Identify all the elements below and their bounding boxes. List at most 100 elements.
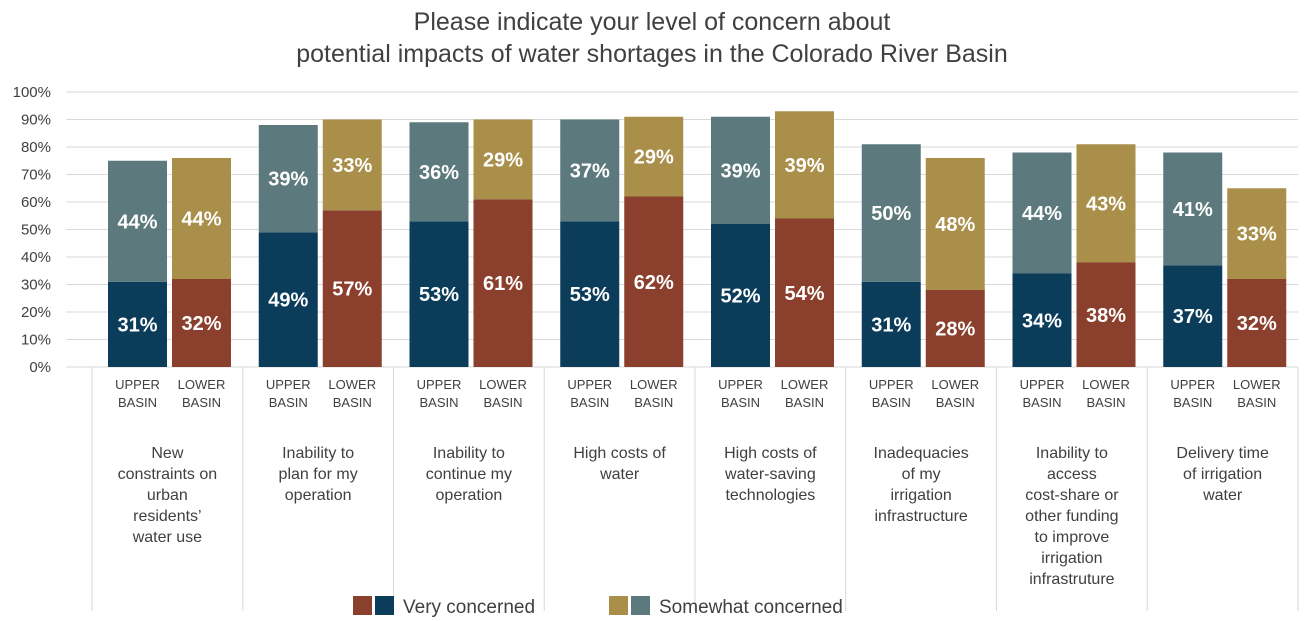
lower-basin-very-concerned-bar [925, 290, 985, 367]
lower-basin-label-line-1: LOWER [781, 377, 829, 392]
lower-basin-somewhat-concerned-bar [624, 116, 684, 197]
upper-basin-label-line-1: UPPER [266, 377, 311, 392]
upper-basin-somewhat-concerned-bar [258, 125, 318, 233]
category-label-line: infrastructure [874, 508, 967, 525]
lower-basin-label-line-1: LOWER [1233, 377, 1281, 392]
upper-basin-label-line-1: UPPER [1170, 377, 1215, 392]
category-label-line: constraints on [118, 466, 218, 483]
category-label-line: access [1047, 466, 1097, 483]
upper-basin-somewhat-concerned-label: 39% [720, 160, 760, 182]
upper-basin-label-line-1: UPPER [718, 377, 763, 392]
lower-basin-label-line-1: LOWER [931, 377, 979, 392]
upper-basin-somewhat-concerned-label: 37% [570, 160, 610, 182]
lower-basin-label-line-2: BASIN [333, 395, 372, 410]
category-label-line: residents’ [133, 508, 201, 525]
category-label-line: Inadequacies [874, 445, 969, 462]
legend-label-somewhat-concerned: Somewhat concerned [659, 597, 843, 618]
upper-basin-very-concerned-bar [1163, 265, 1223, 367]
upper-basin-very-concerned-label: 52% [720, 286, 760, 308]
lower-basin-label-line-2: BASIN [1237, 395, 1276, 410]
upper-basin-very-concerned-bar [1012, 273, 1072, 367]
y-tick-label: 60% [21, 194, 51, 211]
category-label-line: High costs of [724, 445, 817, 462]
upper-basin-somewhat-concerned-label: 44% [1022, 203, 1062, 225]
upper-basin-label-line-2: BASIN [721, 395, 760, 410]
lower-basin-label-line-1: LOWER [1082, 377, 1130, 392]
category-label-line: of my [902, 466, 941, 483]
y-tick-label: 0% [29, 359, 51, 376]
category-label-line: water use [132, 529, 202, 546]
upper-basin-label-line-1: UPPER [567, 377, 612, 392]
upper-basin-label-line-1: UPPER [1020, 377, 1065, 392]
legend-swatch-very-concerned-upper [375, 596, 394, 615]
lower-basin-label-line-2: BASIN [1086, 395, 1125, 410]
lower-basin-very-concerned-bar [1227, 279, 1287, 367]
upper-basin-somewhat-concerned-bar [1163, 152, 1223, 266]
upper-basin-somewhat-concerned-label: 39% [268, 169, 308, 191]
lower-basin-label-line-2: BASIN [182, 395, 221, 410]
lower-basin-very-concerned-bar [1076, 262, 1136, 367]
upper-basin-somewhat-concerned-label: 36% [419, 162, 459, 184]
chart-title-line-2: potential impacts of water shortages in … [296, 40, 1008, 68]
category-label-line: water [599, 466, 640, 483]
lower-basin-somewhat-concerned-label: 43% [1086, 193, 1126, 215]
lower-basin-very-concerned-label: 62% [634, 272, 674, 294]
upper-basin-very-concerned-label: 37% [1173, 306, 1213, 328]
upper-basin-somewhat-concerned-bar [560, 119, 620, 222]
category-label-line: Inability to [1036, 445, 1108, 462]
lower-basin-very-concerned-label: 32% [181, 313, 221, 335]
lower-basin-very-concerned-label: 61% [483, 273, 523, 295]
chart-title-line-1: Please indicate your level of concern ab… [413, 8, 891, 36]
upper-basin-somewhat-concerned-bar [861, 144, 921, 282]
upper-basin-very-concerned-bar [409, 221, 469, 367]
category-label-line: water [1202, 487, 1243, 504]
lower-basin-label-line-1: LOWER [178, 377, 226, 392]
lower-basin-somewhat-concerned-bar [775, 111, 834, 219]
legend-swatch-somewhat-concerned-upper [631, 596, 650, 615]
y-tick-label: 90% [21, 112, 51, 129]
y-tick-label: 20% [21, 304, 51, 321]
category-label-line: irrigation [890, 487, 951, 504]
lower-basin-very-concerned-bar [624, 196, 684, 367]
lower-basin-very-concerned-label: 28% [935, 319, 975, 341]
upper-basin-somewhat-concerned-label: 44% [117, 211, 157, 233]
upper-basin-somewhat-concerned-bar [1012, 152, 1072, 274]
lower-basin-label-line-1: LOWER [479, 377, 527, 392]
upper-basin-very-concerned-label: 53% [419, 284, 459, 306]
lower-basin-very-concerned-label: 57% [332, 279, 372, 301]
category-label-line: operation [436, 487, 503, 504]
upper-basin-very-concerned-bar [108, 281, 167, 367]
category-label-line: technologies [725, 487, 815, 504]
upper-basin-very-concerned-bar [560, 221, 620, 367]
lower-basin-label-line-1: LOWER [630, 377, 678, 392]
upper-basin-very-concerned-label: 34% [1022, 310, 1062, 332]
category-label-line: urban [147, 487, 188, 504]
category-label-line: water-saving [724, 466, 816, 483]
category-label-line: continue my [426, 466, 512, 483]
category-label-line: other funding [1025, 508, 1118, 525]
category-label-line: Inability to [433, 445, 505, 462]
lower-basin-very-concerned-bar [322, 210, 382, 367]
lower-basin-somewhat-concerned-label: 29% [483, 149, 523, 171]
lower-basin-somewhat-concerned-bar [1076, 144, 1136, 263]
lower-basin-very-concerned-bar [473, 199, 533, 367]
lower-basin-very-concerned-label: 54% [784, 283, 824, 305]
y-tick-label: 10% [21, 332, 51, 349]
upper-basin-somewhat-concerned-bar [409, 122, 469, 222]
upper-basin-label-line-1: UPPER [417, 377, 462, 392]
upper-basin-somewhat-concerned-bar [108, 160, 167, 282]
y-tick-label: 70% [21, 167, 51, 184]
upper-basin-label-line-1: UPPER [869, 377, 914, 392]
upper-basin-label-line-1: UPPER [115, 377, 160, 392]
category-label-line: New [151, 445, 183, 462]
lower-basin-somewhat-concerned-bar [322, 119, 382, 211]
lower-basin-somewhat-concerned-label: 29% [634, 147, 674, 169]
lower-basin-somewhat-concerned-label: 48% [935, 214, 975, 236]
upper-basin-label-line-2: BASIN [419, 395, 458, 410]
category-label-line: Delivery time [1176, 445, 1269, 462]
upper-basin-very-concerned-label: 31% [871, 314, 911, 336]
upper-basin-very-concerned-bar [258, 232, 318, 367]
upper-basin-very-concerned-label: 49% [268, 290, 308, 312]
lower-basin-very-concerned-label: 32% [1237, 313, 1277, 335]
